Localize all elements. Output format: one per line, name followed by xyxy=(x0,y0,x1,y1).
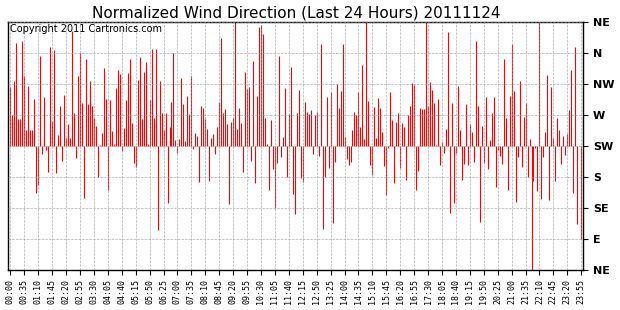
Text: Copyright 2011 Cartronics.com: Copyright 2011 Cartronics.com xyxy=(9,24,162,34)
Title: Normalized Wind Direction (Last 24 Hours) 20111124: Normalized Wind Direction (Last 24 Hours… xyxy=(92,6,500,20)
